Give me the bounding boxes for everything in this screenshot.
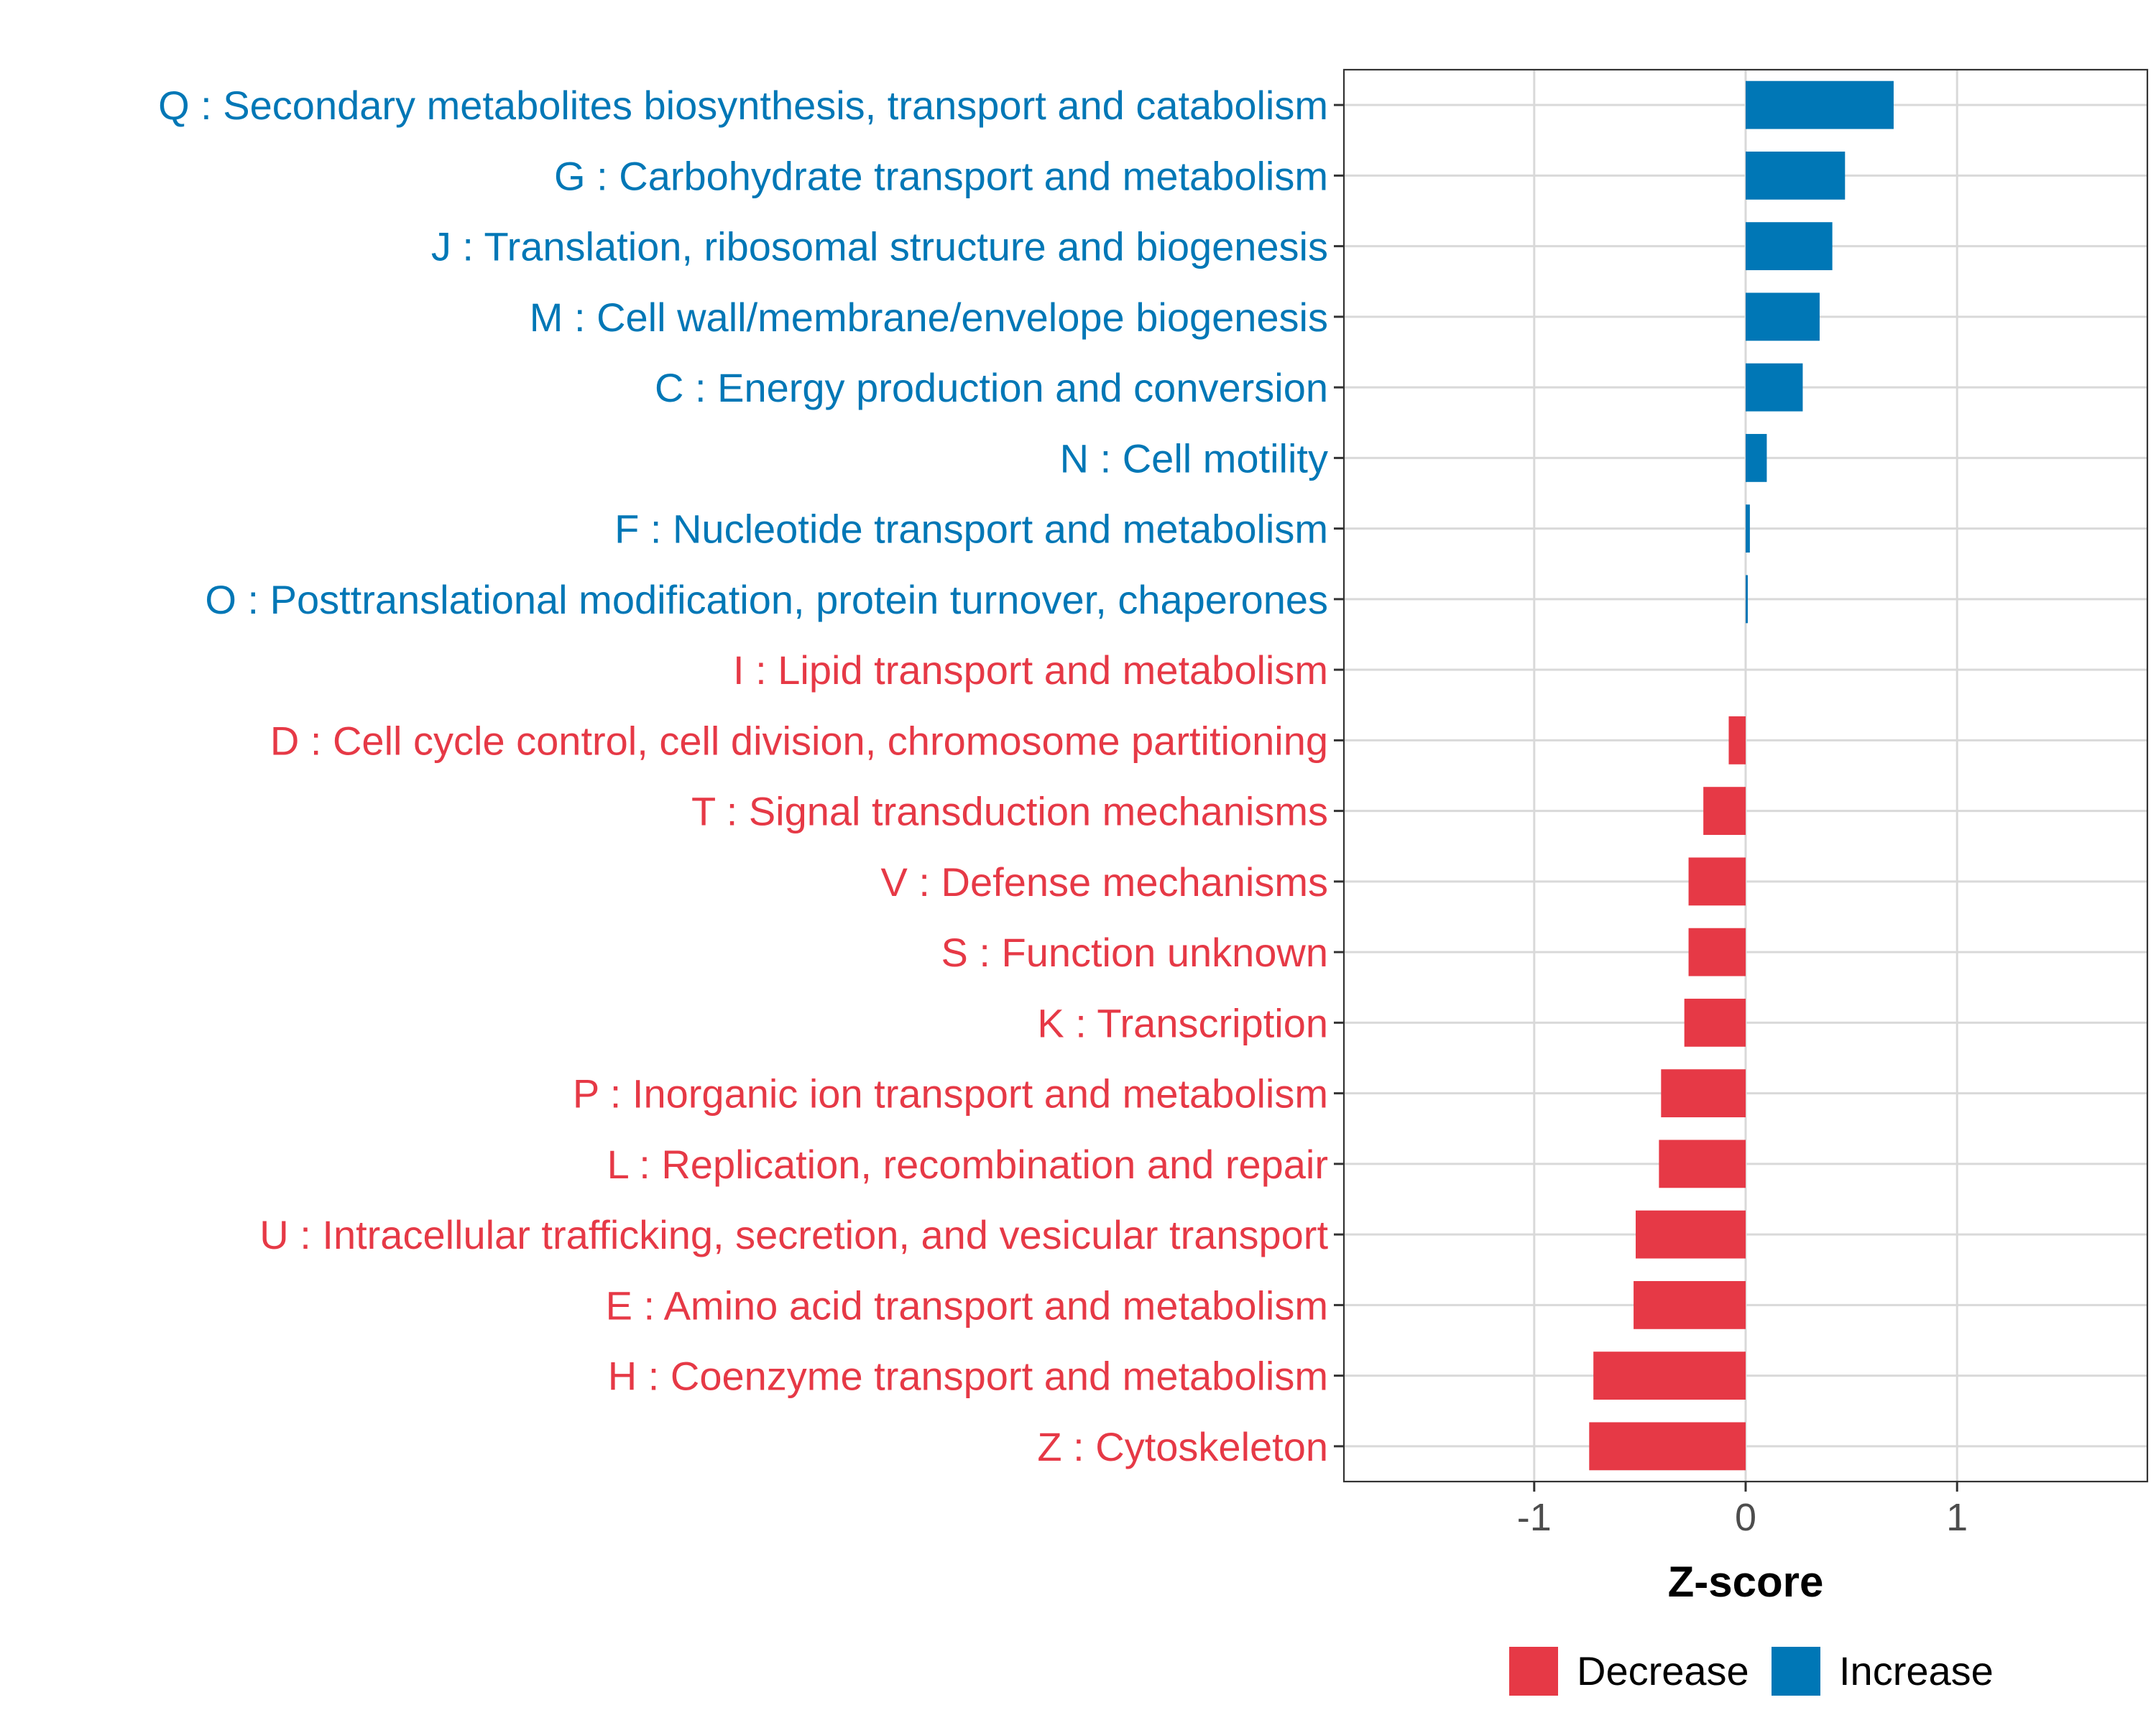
- bar: [1634, 1280, 1746, 1329]
- category-label: F : Nucleotide transport and metabolism: [614, 507, 1328, 552]
- category-label: E : Amino acid transport and metabolism: [606, 1283, 1328, 1328]
- legend-key-increase: [1772, 1647, 1820, 1696]
- category-label: J : Translation, ribosomal structure and…: [431, 224, 1328, 269]
- x-axis-title: Z-score: [1668, 1558, 1824, 1606]
- bar: [1746, 80, 1894, 129]
- bar: [1636, 1210, 1746, 1259]
- bar: [1746, 222, 1833, 271]
- category-label: O : Posttranslational modification, prot…: [205, 577, 1328, 622]
- bar: [1746, 504, 1750, 553]
- category-label: M : Cell wall/membrane/envelope biogenes…: [530, 295, 1328, 340]
- x-axis-ticks: [1533, 1482, 1958, 1492]
- x-axis-tick-labels: -1 0 1: [1517, 1496, 1968, 1539]
- bar: [1661, 1069, 1746, 1118]
- y-axis-ticks: [1334, 103, 1344, 1448]
- category-label: T : Signal transduction mechanisms: [691, 789, 1328, 834]
- bar: [1688, 928, 1746, 976]
- category-label: C : Energy production and conversion: [655, 365, 1328, 410]
- category-label: Q : Secondary metabolites biosynthesis, …: [158, 83, 1328, 128]
- legend-key-decrease: [1509, 1647, 1558, 1696]
- bars: [1589, 80, 1894, 1471]
- bar: [1593, 1352, 1746, 1400]
- category-label: L : Replication, recombination and repai…: [607, 1142, 1328, 1187]
- category-label: G : Carbohydrate transport and metabolis…: [554, 153, 1328, 198]
- bar: [1746, 433, 1767, 482]
- category-label: D : Cell cycle control, cell division, c…: [270, 718, 1328, 763]
- bar: [1684, 998, 1746, 1047]
- bar: [1659, 1140, 1746, 1188]
- legend-label-increase: Increase: [1839, 1648, 1994, 1694]
- category-label: K : Transcription: [1037, 1000, 1328, 1045]
- bar: [1589, 1422, 1746, 1471]
- category-label: U : Intracellular trafficking, secretion…: [259, 1212, 1328, 1257]
- legend-label-decrease: Decrease: [1577, 1648, 1749, 1694]
- category-label: N : Cell motility: [1060, 435, 1328, 481]
- legend: Decrease Increase: [1509, 1647, 1994, 1696]
- x-tick-label: -1: [1517, 1496, 1552, 1539]
- category-label: P : Inorganic ion transport and metaboli…: [573, 1071, 1328, 1117]
- bar: [1746, 151, 1846, 200]
- x-tick-label: 1: [1946, 1496, 1968, 1539]
- bar: [1746, 363, 1803, 412]
- bar: [1746, 575, 1748, 624]
- y-axis-tick-labels: Q : Secondary metabolites biosynthesis, …: [158, 83, 1328, 1469]
- category-label: V : Defense mechanisms: [881, 859, 1328, 905]
- bar: [1728, 716, 1746, 764]
- category-label: I : Lipid transport and metabolism: [733, 647, 1328, 693]
- bar: [1688, 857, 1746, 906]
- category-label: Z : Cytoskeleton: [1037, 1424, 1328, 1469]
- category-label: S : Function unknown: [941, 930, 1328, 975]
- x-tick-label: 0: [1735, 1496, 1756, 1539]
- bar: [1746, 292, 1820, 341]
- bar: [1703, 787, 1746, 836]
- category-label: H : Coenzyme transport and metabolism: [608, 1354, 1328, 1399]
